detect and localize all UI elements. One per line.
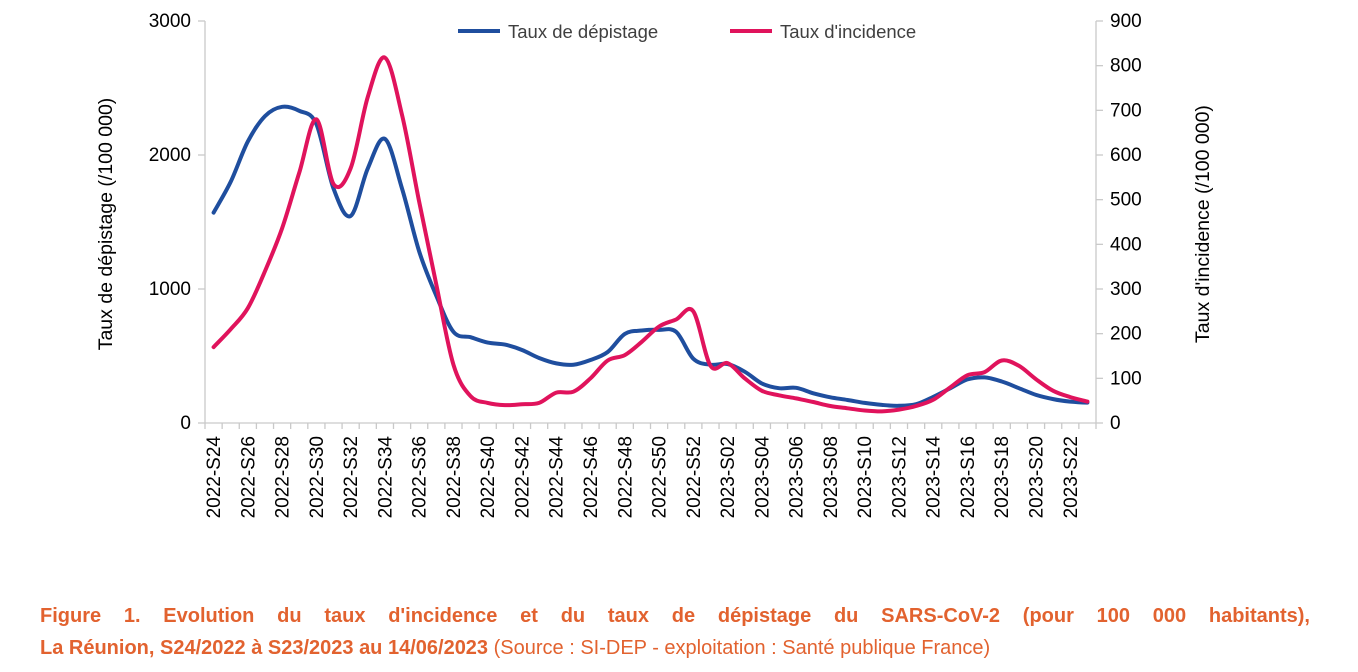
figure-caption-source: (Source : SI-DEP - exploitation : Santé … bbox=[488, 637, 991, 659]
x-axis-tick-label: 2022-S30 bbox=[307, 436, 328, 518]
figure-caption-line1: Figure 1. Evolution du taux d'incidence … bbox=[40, 600, 1310, 632]
figure-caption: Figure 1. Evolution du taux d'incidence … bbox=[40, 600, 1310, 664]
x-axis-tick-label: 2023-S08 bbox=[821, 436, 842, 518]
x-axis-tick-label: 2023-S10 bbox=[855, 436, 876, 518]
right-axis-tick-label: 100 bbox=[1110, 368, 1142, 389]
x-axis-tick-label: 2022-S40 bbox=[478, 436, 499, 518]
right-axis-title: Taux d'incidence (/100 000) bbox=[1192, 105, 1214, 343]
x-axis-tick-label: 2023-S16 bbox=[958, 436, 979, 518]
x-axis-tick-label: 2023-S22 bbox=[1061, 436, 1082, 518]
legend-item-depistage: Taux de dépistage bbox=[458, 21, 658, 42]
legend-item-incidence: Taux d'incidence bbox=[730, 21, 916, 42]
x-axis-tick-label: 2022-S46 bbox=[581, 436, 602, 518]
left-axis-tick-label: 3000 bbox=[149, 11, 191, 32]
x-axis-tick-label: 2022-S26 bbox=[238, 436, 259, 518]
x-axis-tick-label: 2022-S42 bbox=[512, 436, 533, 518]
x-axis-tick-label: 2023-S02 bbox=[718, 436, 739, 518]
left-axis-tick-label: 1000 bbox=[149, 279, 191, 300]
x-axis-tick-label: 2022-S52 bbox=[684, 436, 705, 518]
right-axis-tick-label: 800 bbox=[1110, 56, 1142, 77]
x-axis-tick-label: 2022-S50 bbox=[650, 436, 671, 518]
x-axis-tick-label: 2022-S38 bbox=[444, 436, 465, 518]
incidence-depistage-line-chart: 0 1000 2000 3000 0 100 200 300 400 500 600 700 800 90… bbox=[95, 11, 1214, 518]
left-axis-tick-label: 0 bbox=[180, 413, 191, 434]
axes bbox=[198, 20, 1103, 429]
x-axis-tick-label: 2022-S28 bbox=[273, 436, 294, 518]
legend-label-incidence: Taux d'incidence bbox=[780, 21, 916, 42]
left-axis-title: Taux de dépistage (/100 000) bbox=[95, 98, 117, 351]
x-axis-tick-label: 2022-S48 bbox=[615, 436, 636, 518]
legend: Taux de dépistage Taux d'incidence bbox=[458, 21, 916, 42]
right-axis-tick-label: 900 bbox=[1110, 11, 1142, 32]
x-axis-tick-label: 2022-S34 bbox=[375, 436, 396, 519]
figure-caption-line2: La Réunion, S24/2022 à S23/2023 au 14/06… bbox=[40, 632, 1310, 664]
x-axis-tick-label: 2023-S04 bbox=[752, 436, 773, 519]
x-axis-tick-label: 2022-S44 bbox=[547, 436, 568, 519]
x-axis-tick-label: 2023-S18 bbox=[992, 436, 1013, 518]
x-axis-tick-label: 2022-S24 bbox=[204, 436, 225, 519]
x-axis-tick-label: 2022-S32 bbox=[341, 436, 362, 518]
x-axis-tick-label: 2023-S20 bbox=[1026, 436, 1047, 518]
left-axis-tick-label: 2000 bbox=[149, 145, 191, 166]
right-axis-tick-label: 500 bbox=[1110, 190, 1142, 211]
line-taux-depistage bbox=[211, 104, 1090, 408]
axis-labels: 0 1000 2000 3000 0 100 200 300 400 500 600 700 800 90… bbox=[95, 11, 1214, 518]
right-axis-tick-label: 200 bbox=[1110, 324, 1142, 345]
right-axis-tick-label: 0 bbox=[1110, 413, 1121, 434]
legend-label-depistage: Taux de dépistage bbox=[508, 21, 658, 42]
figure-caption-title: Figure 1. Evolution du taux d'incidence … bbox=[40, 605, 1310, 627]
x-axis-tick-label: 2023-S06 bbox=[787, 436, 808, 518]
right-axis-tick-label: 700 bbox=[1110, 100, 1142, 121]
x-axis-tick-label: 2022-S36 bbox=[410, 436, 431, 518]
x-axis-tick-label: 2023-S14 bbox=[924, 436, 945, 519]
right-axis-tick-label: 300 bbox=[1110, 279, 1142, 300]
right-axis-tick-label: 600 bbox=[1110, 145, 1142, 166]
right-axis-tick-label: 400 bbox=[1110, 234, 1142, 255]
x-axis-tick-label: 2023-S12 bbox=[889, 436, 910, 518]
line-taux-incidence bbox=[211, 55, 1090, 414]
figure-caption-period: La Réunion, S24/2022 à S23/2023 au 14/06… bbox=[40, 637, 489, 659]
